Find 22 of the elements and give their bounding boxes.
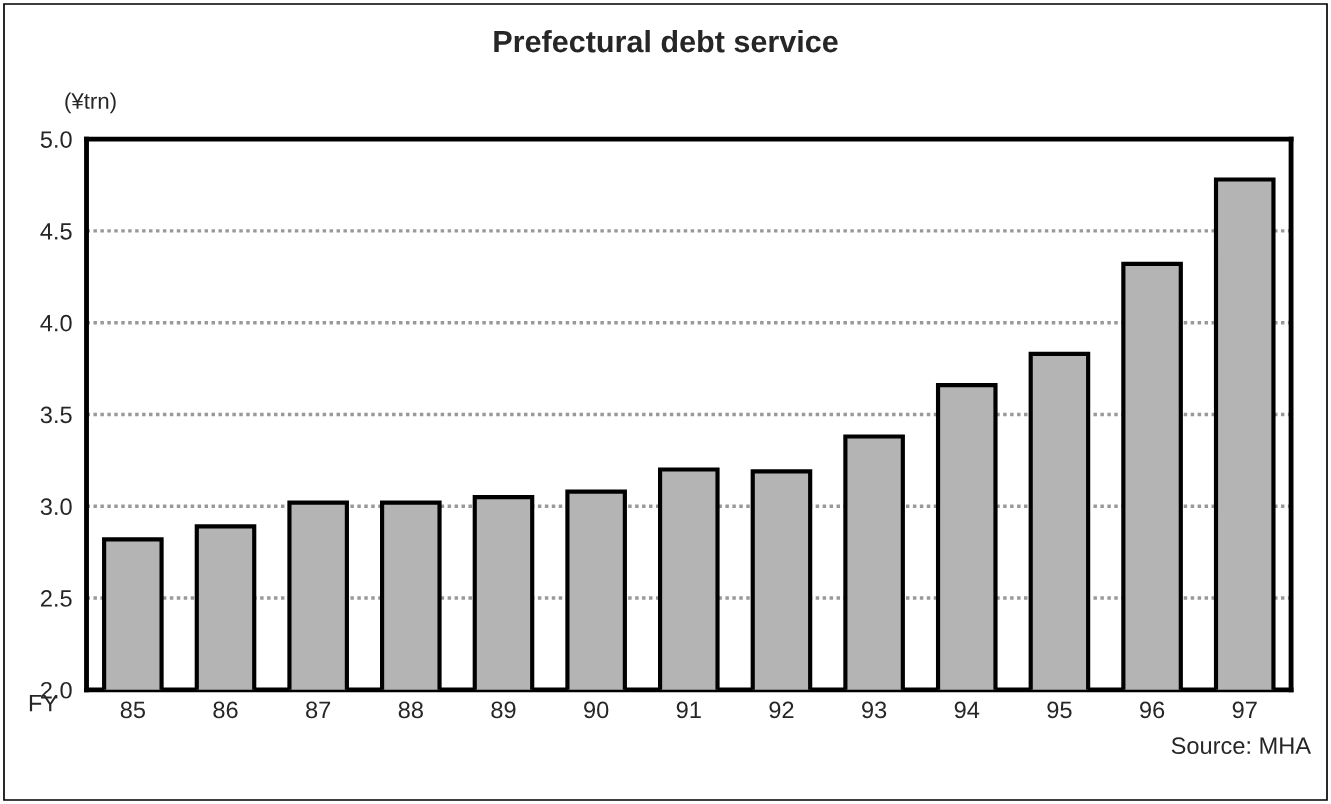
y-tick-label: 2.5 [40,590,72,607]
y-tick-label: 4.0 [40,314,72,332]
x-tick-label: 91 [676,701,701,719]
x-tick-label: 94 [954,701,980,719]
y-axis-title: (¥trn) [65,92,116,114]
x-tick-label: 85 [120,701,145,719]
x-tick-label: 95 [1047,701,1072,719]
x-tick-label: 88 [398,701,423,719]
y-tick-label: 3.0 [40,498,72,516]
y-tick-label: 3.5 [40,406,72,424]
x-tick-label: 93 [862,701,887,719]
x-tick-label: 97 [1232,701,1257,719]
x-tick-label: 92 [769,701,794,719]
x-tick-label: 87 [306,701,331,719]
source-note: Source: MHA [1171,737,1311,755]
chart-title: Prefectural debt service [494,29,838,53]
y-tick-label: 5.0 [40,131,72,148]
x-tick-label: 89 [491,701,516,719]
x-tick-label: 96 [1140,701,1165,719]
x-tick-label: 86 [213,701,238,719]
y-tick-label: 4.5 [40,223,72,240]
x-tick-label: 90 [584,701,609,719]
